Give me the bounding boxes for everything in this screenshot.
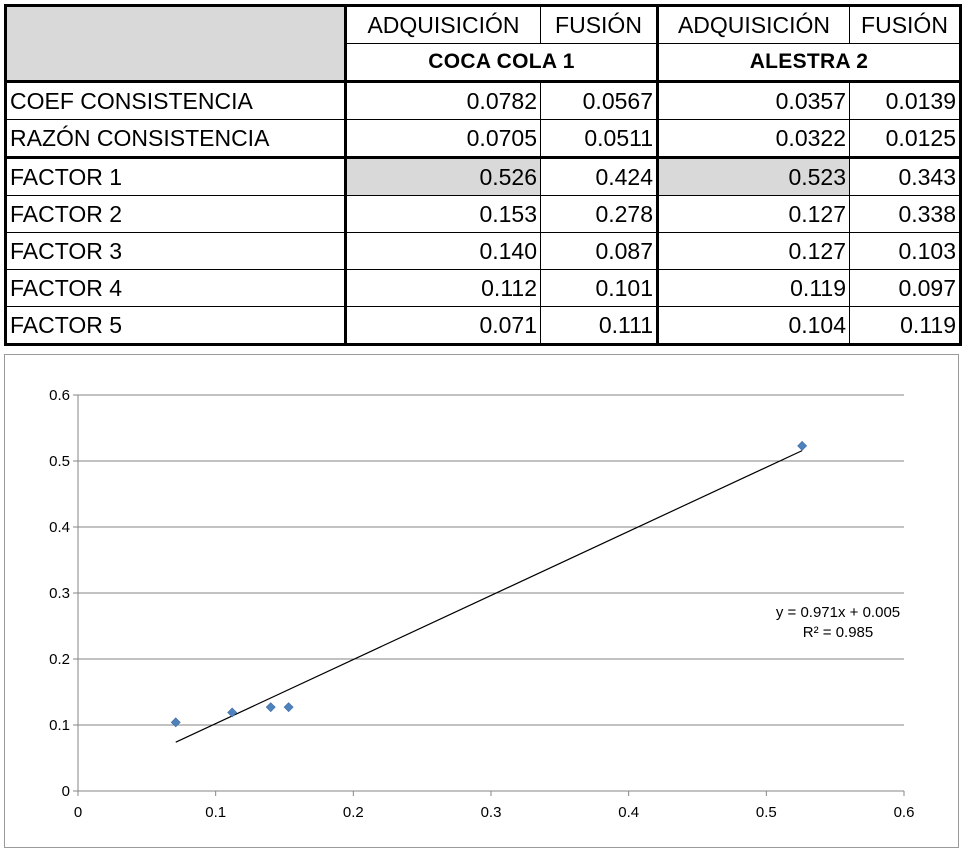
value-cell: 0.087 <box>540 232 658 270</box>
group-row: COCA COLA 1 ALESTRA 2 <box>6 43 962 82</box>
x-tick-label: 0.6 <box>894 804 915 821</box>
trendline-equation: y = 0.971x + 0.005 R² = 0.985 <box>776 604 900 641</box>
value-cell: 0.101 <box>540 269 658 307</box>
table-row: FACTOR 5 0.071 0.111 0.104 0.119 <box>4 306 962 346</box>
value-cell: 0.0782 <box>344 80 541 120</box>
value-cell: 0.0139 <box>849 80 962 120</box>
x-tick-label: 0.5 <box>756 804 777 821</box>
row-label: COEF CONSISTENCIA <box>4 80 346 120</box>
row-label: RAZÓN CONSISTENCIA <box>4 119 346 158</box>
value-cell: 0.0705 <box>344 119 541 158</box>
y-tick-label: 0.3 <box>49 585 70 602</box>
value-cell: 0.278 <box>540 195 658 233</box>
equation-label: y = 0.971x + 0.005 <box>776 604 900 621</box>
trendline <box>175 450 803 743</box>
tick-labels: 0 0.1 0.2 0.3 0.4 0.5 0.6 0 0.1 0.2 0.3 0.4 0.5 0.6 <box>49 387 914 821</box>
table-row: FACTOR 1 0.526 0.424 0.523 0.343 <box>4 156 962 196</box>
value-cell: 0.140 <box>344 232 541 270</box>
value-cell: 0.0511 <box>540 119 658 158</box>
header-cell: ADQUISICIÓN <box>344 4 541 44</box>
value-cell: 0.119 <box>849 306 962 346</box>
value-cell: 0.097 <box>849 269 962 307</box>
table-row: RAZÓN CONSISTENCIA 0.0705 0.0511 0.0322 0.01… <box>4 119 962 158</box>
value-cell: 0.424 <box>540 156 658 196</box>
value-cell: 0.104 <box>656 306 850 346</box>
header-row: ADQUISICIÓN FUSIÓN ADQUISICIÓN FUSIÓN <box>4 4 962 82</box>
x-tick-label: 0.4 <box>618 804 639 821</box>
data-point-marker <box>797 440 808 451</box>
header-cell: FUSIÓN <box>849 4 962 44</box>
value-cell: 0.111 <box>540 306 658 346</box>
data-points <box>170 440 808 728</box>
value-cell: 0.127 <box>656 195 850 233</box>
x-tick-label: 0.3 <box>481 804 502 821</box>
group-cell: COCA COLA 1 <box>344 43 658 82</box>
value-cell: 0.0125 <box>849 119 962 158</box>
row-label: FACTOR 5 <box>4 306 346 346</box>
row-label: FACTOR 1 <box>4 156 346 196</box>
y-tick-label: 0 <box>62 783 70 800</box>
row-label: FACTOR 3 <box>4 232 346 270</box>
value-cell: 0.526 <box>344 156 541 196</box>
trendline-group <box>175 450 803 743</box>
data-point-marker <box>283 702 294 713</box>
header-cell: ADQUISICIÓN <box>656 4 850 44</box>
y-tick-label: 0.5 <box>49 453 70 470</box>
x-tick-label: 0 <box>74 804 82 821</box>
table-row: FACTOR 2 0.153 0.278 0.127 0.338 <box>4 195 962 233</box>
consistency-table: ADQUISICIÓN FUSIÓN ADQUISICIÓN FUSIÓN CO… <box>4 4 962 346</box>
y-tick-label: 0.1 <box>49 717 70 734</box>
data-point-marker <box>170 717 181 728</box>
value-cell: 0.523 <box>656 156 850 196</box>
table-row: FACTOR 4 0.112 0.101 0.119 0.097 <box>4 269 962 307</box>
r-squared-label: R² = 0.985 <box>803 624 873 641</box>
x-tick-label: 0.1 <box>205 804 226 821</box>
group-cell: ALESTRA 2 <box>656 43 962 82</box>
value-cell: 0.0567 <box>540 80 658 120</box>
chart-frame <box>4 354 959 848</box>
row-label: FACTOR 2 <box>4 195 346 233</box>
y-tick-label: 0.6 <box>49 387 70 404</box>
value-cell: 0.338 <box>849 195 962 233</box>
value-cell: 0.119 <box>656 269 850 307</box>
gridlines <box>78 394 904 726</box>
data-point-marker <box>227 707 238 718</box>
table-row: FACTOR 3 0.140 0.087 0.127 0.103 <box>4 232 962 270</box>
axes <box>73 394 905 796</box>
value-cell: 0.0322 <box>656 119 850 158</box>
table-row: COEF CONSISTENCIA 0.0782 0.0567 0.0357 0.013… <box>4 80 962 120</box>
chart-region: 0 0.1 0.2 0.3 0.4 0.5 0.6 0 0.1 0.2 0.3 0.4 0.5 0.6 y… <box>4 354 959 848</box>
value-cell: 0.112 <box>344 269 541 307</box>
data-table-region: ADQUISICIÓN FUSIÓN ADQUISICIÓN FUSIÓN CO… <box>4 4 962 352</box>
value-cell: 0.103 <box>849 232 962 270</box>
value-cell: 0.0357 <box>656 80 850 120</box>
row-label: FACTOR 4 <box>4 269 346 307</box>
corner-cell <box>4 4 346 82</box>
value-cell: 0.127 <box>656 232 850 270</box>
value-cell: 0.071 <box>344 306 541 346</box>
y-tick-label: 0.4 <box>49 519 70 536</box>
header-cell: FUSIÓN <box>540 4 658 44</box>
y-tick-label: 0.2 <box>49 651 70 668</box>
value-cell: 0.153 <box>344 195 541 233</box>
scatter-chart: 0 0.1 0.2 0.3 0.4 0.5 0.6 0 0.1 0.2 0.3 0.4 0.5 0.6 y… <box>4 354 959 848</box>
x-tick-label: 0.2 <box>343 804 364 821</box>
value-cell: 0.343 <box>849 156 962 196</box>
data-point-marker <box>265 702 276 713</box>
